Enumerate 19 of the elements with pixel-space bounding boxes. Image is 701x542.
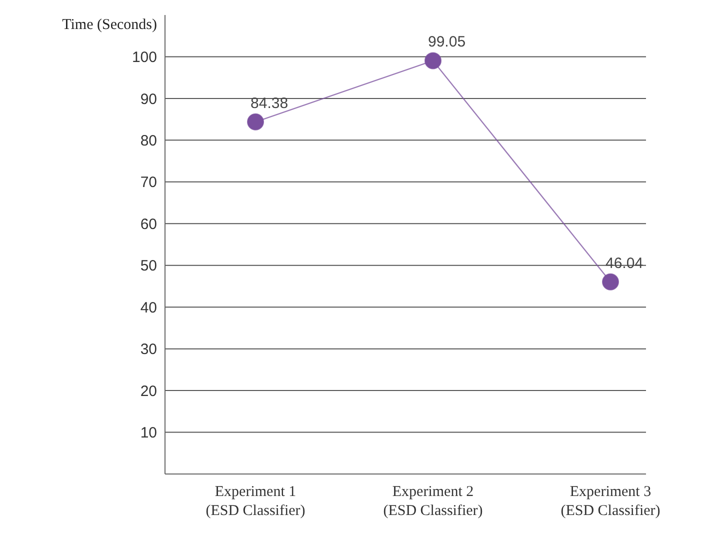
y-tick-label: 20 <box>140 382 157 400</box>
point <box>424 52 442 70</box>
y-tick-label: 50 <box>140 258 157 275</box>
y-tick-label: 80 <box>140 132 157 150</box>
y-axis-title: Time (Seconds) <box>62 17 157 33</box>
y-tick-label: 10 <box>140 424 157 442</box>
x-tick-label: Experiment 2 (ESD Classifier) <box>383 484 483 519</box>
point <box>602 273 619 290</box>
y-tick-label: 90 <box>140 90 157 108</box>
y-tick-label: 30 <box>140 341 157 358</box>
y-tick-label: 70 <box>140 174 157 192</box>
data-label: 84.38 <box>250 94 288 112</box>
point <box>247 113 264 130</box>
x-tick-label: Experiment 1 (ESD Classifier) <box>206 484 306 519</box>
y-tick-label: 40 <box>140 299 157 316</box>
y-tick-label: 100 <box>132 49 157 66</box>
data-label: 99.05 <box>428 34 466 51</box>
x-tick-label: Experiment 3 (ESD Classifier) <box>560 484 660 519</box>
y-tick-label: 60 <box>140 216 157 233</box>
